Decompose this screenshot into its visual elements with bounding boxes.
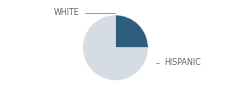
- Wedge shape: [115, 15, 148, 48]
- Text: WHITE: WHITE: [54, 8, 115, 17]
- Wedge shape: [83, 15, 148, 80]
- Text: HISPANIC: HISPANIC: [156, 58, 201, 67]
